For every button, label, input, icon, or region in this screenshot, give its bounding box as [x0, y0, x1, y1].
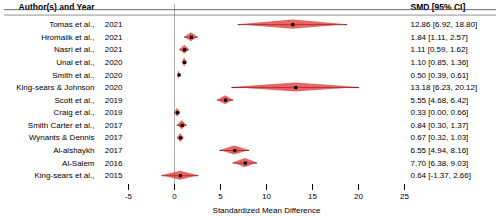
- svg-text:12.86 [6.92, 18.80]: 12.86 [6.92, 18.80]: [411, 20, 478, 29]
- svg-text:1.84 [1.11, 2.57]: 1.84 [1.11, 2.57]: [411, 33, 468, 42]
- svg-text:0.50 [0.39, 0.61]: 0.50 [0.39, 0.61]: [411, 71, 469, 80]
- svg-text:1.10 [0.85, 1.36]: 1.10 [0.85, 1.36]: [411, 58, 469, 67]
- svg-text:Hromalik et al.,: Hromalik et al.,: [41, 33, 94, 42]
- svg-text:2015: 2015: [105, 171, 123, 180]
- svg-text:6.55 [4.94, 8.16]: 6.55 [4.94, 8.16]: [411, 146, 469, 155]
- svg-text:2020: 2020: [105, 71, 123, 80]
- svg-text:1.11 [0.59, 1.62]: 1.11 [0.59, 1.62]: [411, 45, 468, 54]
- svg-text:Smith Carter et al.,: Smith Carter et al.,: [28, 121, 95, 130]
- svg-text:0.67 [0.32, 1.03]: 0.67 [0.32, 1.03]: [411, 133, 469, 142]
- svg-text:2021: 2021: [105, 20, 123, 29]
- svg-text:10: 10: [262, 192, 271, 201]
- svg-text:SMD [95% CI]: SMD [95% CI]: [411, 2, 466, 12]
- svg-text:Tomas et al.,: Tomas et al.,: [49, 20, 94, 29]
- svg-text:5.55 [4.68, 6.42]: 5.55 [4.68, 6.42]: [411, 96, 469, 105]
- svg-text:King-sears & Johnson: King-sears & Johnson: [16, 83, 94, 92]
- svg-text:King-sears et al.,: King-sears et al.,: [34, 171, 94, 180]
- svg-text:2019: 2019: [105, 96, 123, 105]
- svg-text:2020: 2020: [105, 83, 123, 92]
- svg-text:2017: 2017: [105, 133, 123, 142]
- svg-text:0.84 [0.30, 1.37]: 0.84 [0.30, 1.37]: [411, 121, 469, 130]
- svg-text:-5: -5: [125, 192, 133, 201]
- svg-text:2021: 2021: [105, 45, 123, 54]
- svg-text:0: 0: [172, 192, 177, 201]
- svg-text:2020: 2020: [105, 58, 123, 67]
- svg-text:Al-Salem: Al-Salem: [62, 159, 95, 168]
- svg-text:20: 20: [354, 192, 363, 201]
- svg-text:Nasri et al.,: Nasri et al.,: [54, 45, 94, 54]
- svg-text:Author(s) and Year: Author(s) and Year: [19, 2, 96, 12]
- svg-text:25: 25: [400, 192, 409, 201]
- svg-text:2016: 2016: [105, 159, 123, 168]
- svg-text:Unal et al.,: Unal et al.,: [56, 58, 94, 67]
- svg-text:2017: 2017: [105, 146, 123, 155]
- svg-text:0.64 [-1.37, 2.66]: 0.64 [-1.37, 2.66]: [411, 171, 472, 180]
- svg-text:0.33 [0.00, 0.66]: 0.33 [0.00, 0.66]: [411, 108, 469, 117]
- svg-text:7.70 [6.38, 9.03]: 7.70 [6.38, 9.03]: [411, 159, 469, 168]
- svg-text:Craig et al.,: Craig et al.,: [54, 108, 95, 117]
- svg-text:Standardized Mean Difference: Standardized Mean Difference: [213, 206, 321, 215]
- svg-text:5: 5: [218, 192, 223, 201]
- svg-text:Scott et al.,: Scott et al.,: [54, 96, 94, 105]
- svg-text:2021: 2021: [105, 33, 123, 42]
- svg-text:15: 15: [308, 192, 317, 201]
- svg-text:2019: 2019: [105, 108, 123, 117]
- svg-text:Al-alshaykh: Al-alshaykh: [53, 146, 94, 155]
- svg-text:2017: 2017: [105, 121, 123, 130]
- svg-text:Smith et al.,: Smith et al.,: [52, 71, 94, 80]
- svg-text:13.18 [6.23, 20.12]: 13.18 [6.23, 20.12]: [411, 83, 478, 92]
- svg-text:Wynants & Dennis: Wynants & Dennis: [29, 133, 95, 142]
